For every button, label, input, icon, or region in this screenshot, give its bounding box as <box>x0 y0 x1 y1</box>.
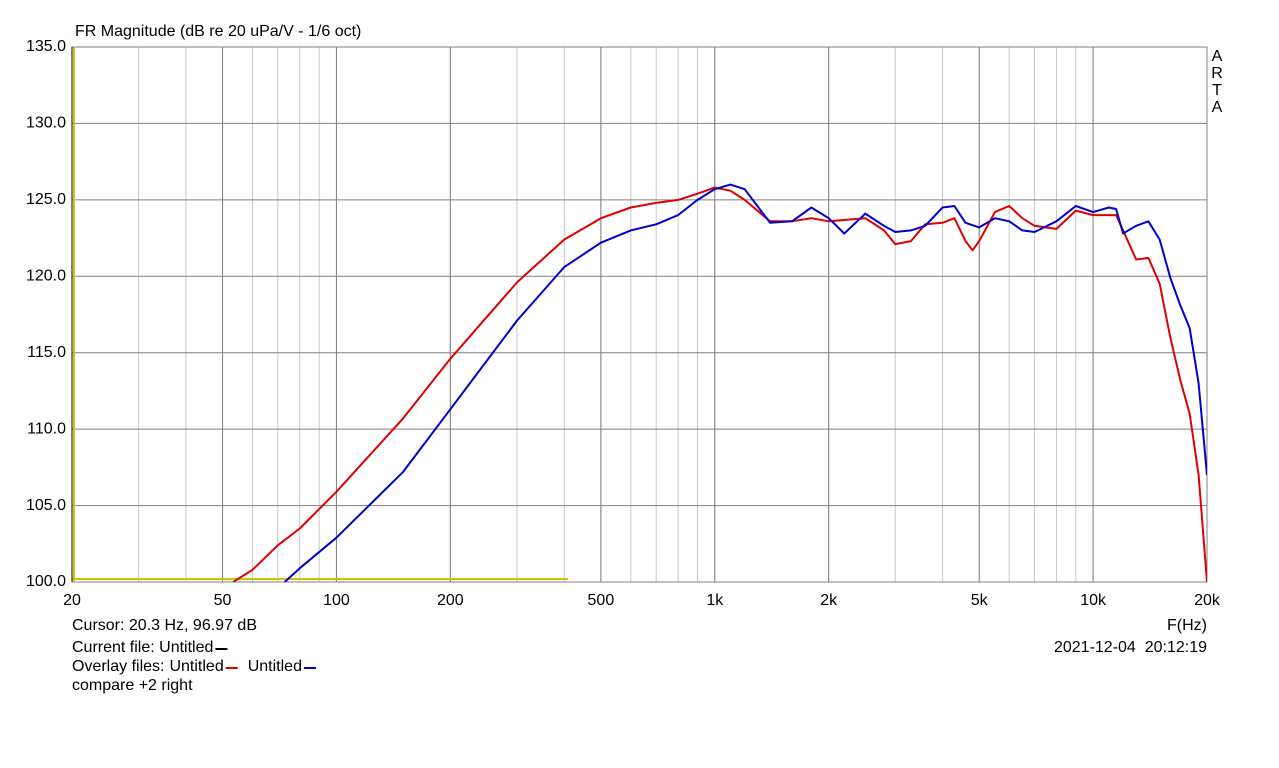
legend-label: Untitled <box>248 658 302 675</box>
watermark-letter: T <box>1212 82 1222 99</box>
x-tick-label: 5k <box>971 592 989 609</box>
y-tick-label: 135.0 <box>26 38 66 55</box>
cursor-readout: Cursor: 20.3 Hz, 96.97 dB <box>72 617 257 634</box>
y-tick-label: 125.0 <box>26 191 66 208</box>
y-tick-label: 130.0 <box>26 115 66 132</box>
x-tick-label: 50 <box>214 592 232 609</box>
plot-area <box>71 46 1208 583</box>
series-line <box>284 183 1207 582</box>
x-tick-label: 2k <box>820 592 838 609</box>
x-tick-label: 500 <box>588 592 615 609</box>
y-tick-label: 100.0 <box>26 573 66 590</box>
y-tick-label: 115.0 <box>27 344 66 361</box>
current-file: Current file: Untitled <box>72 639 213 656</box>
watermark-letter: R <box>1211 65 1223 82</box>
watermark-letter: A <box>1212 99 1223 116</box>
overlay-label: Overlay files: <box>72 658 164 675</box>
x-axis-label: F(Hz) <box>1167 617 1207 634</box>
x-tick-label: 100 <box>323 592 350 609</box>
note: compare +2 right <box>72 677 193 694</box>
y-tick-label: 110.0 <box>27 420 66 437</box>
y-tick-label: 120.0 <box>26 268 66 285</box>
x-tick-label: 10k <box>1080 592 1107 609</box>
grid <box>71 46 1208 583</box>
x-tick-label: 20k <box>1194 592 1221 609</box>
x-tick-label: 1k <box>706 592 724 609</box>
y-tick-label: 105.0 <box>26 497 66 514</box>
chart-title: FR Magnitude (dB re 20 uPa/V - 1/6 oct) <box>75 23 361 40</box>
x-tick-label: 200 <box>437 592 464 609</box>
curves <box>232 183 1207 582</box>
timestamp: 2021-12-04 20:12:19 <box>1054 639 1207 656</box>
x-tick-label: 20 <box>63 592 81 609</box>
legend-label: Untitled <box>169 658 223 675</box>
watermark-letter: A <box>1212 48 1223 65</box>
